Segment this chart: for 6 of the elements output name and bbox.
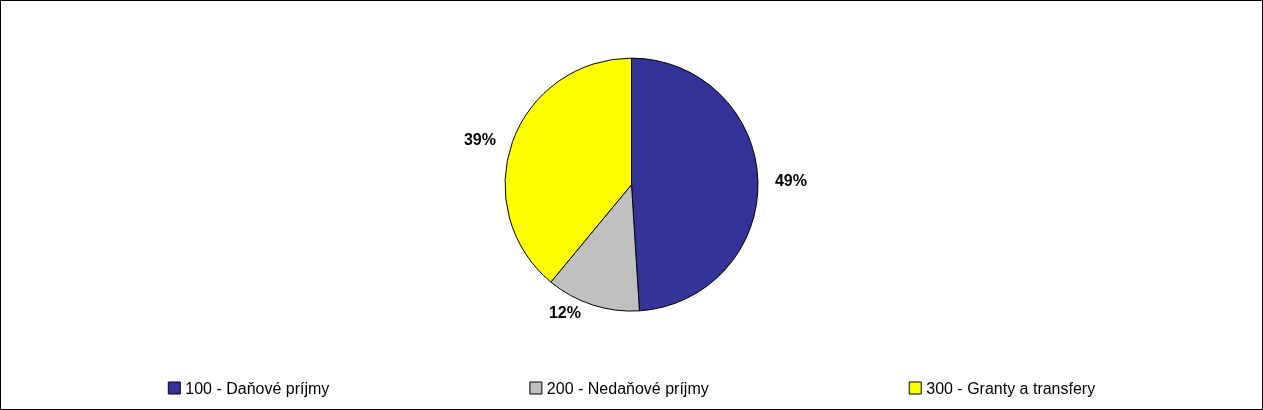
legend-label: 300 - Granty a transfery (926, 379, 1096, 397)
legend-label: 200 - Nedaňové príjmy (546, 379, 709, 397)
data-label: 12% (548, 304, 581, 321)
data-label: 39% (463, 130, 496, 148)
data-label: 49% (774, 171, 807, 189)
legend-label: 100 - Daňové príjmy (185, 379, 330, 397)
